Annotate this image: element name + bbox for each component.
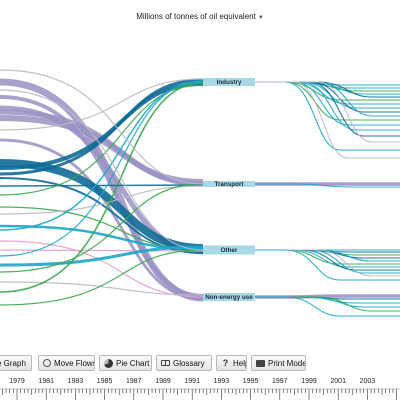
unit-selector[interactable]: Millions of tonnes of oil equivalent ▼ (0, 12, 400, 21)
timeline[interactable]: 1979 1981 1983 1985 1987 1989 1991 1993 1995 1997… (0, 377, 400, 400)
pie-chart-button[interactable]: Pie Chart (99, 355, 152, 371)
sector-node-bar[interactable] (203, 245, 255, 255)
timeline-year-label[interactable]: 1997 (272, 378, 288, 385)
flow-link[interactable] (255, 183, 400, 188)
sector-label: Transport (214, 181, 244, 188)
sector-nodes: Industry Transport Other Non-energy use (203, 78, 255, 301)
timeline-year-label[interactable]: 1989 (155, 378, 171, 385)
button-label: Move Flows (54, 358, 95, 368)
help-icon: ? (222, 357, 229, 368)
flow-link[interactable] (0, 177, 204, 254)
book-icon (161, 360, 170, 366)
timeline-year-label[interactable]: 1985 (96, 378, 113, 385)
destination-flows (255, 81, 400, 317)
sector-node-transport[interactable]: Transport (203, 181, 255, 188)
timeline-year-label[interactable]: 1987 (126, 378, 142, 385)
help-button[interactable]: ? Help (216, 355, 247, 371)
pie-chart-icon (104, 358, 113, 368)
button-label: e Graph (0, 358, 26, 368)
flow-link[interactable] (0, 82, 204, 293)
flow-link[interactable] (255, 296, 400, 312)
dropdown-caret-icon: ▼ (257, 15, 264, 21)
button-label: Print Mode (268, 358, 306, 368)
sector-label: Non-energy use (205, 294, 253, 301)
flow-link[interactable] (0, 185, 204, 215)
flow-link[interactable] (0, 95, 204, 298)
button-label: Help (233, 358, 246, 368)
circle-icon (43, 359, 51, 367)
button-label: Glossary (173, 358, 205, 368)
flow-link[interactable] (0, 245, 204, 267)
e-graph-button[interactable]: e Graph (0, 355, 32, 371)
button-label: Pie Chart (116, 358, 150, 368)
flow-link[interactable] (0, 84, 204, 196)
flow-link[interactable] (0, 249, 204, 306)
timeline-year-label[interactable]: 1983 (67, 378, 84, 385)
sankey-diagram: Industry Transport Other Non-energy use (0, 69, 400, 317)
flow-link[interactable] (255, 81, 400, 131)
glossary-button[interactable]: Glossary (156, 355, 212, 371)
timeline-year-label[interactable]: 2001 (330, 378, 346, 385)
flow-link[interactable] (255, 81, 400, 143)
flow-link[interactable] (0, 138, 204, 301)
flow-link[interactable] (0, 249, 204, 252)
timeline-year-label[interactable]: 1979 (9, 378, 25, 385)
sector-label: Other (221, 247, 238, 254)
flow-link[interactable] (255, 249, 400, 277)
toolbar: e Graph Move Flows Pie Chart Glossary? Help P… (0, 355, 400, 373)
timeline-year-label[interactable]: 1981 (38, 378, 54, 385)
timeline-year-label[interactable]: 1993 (213, 378, 230, 385)
timeline-year-label[interactable]: 1991 (184, 378, 200, 385)
move-flows-button[interactable]: Move Flows (38, 355, 95, 371)
sector-node-other[interactable]: Other (203, 245, 255, 255)
timeline-year-label[interactable]: 1995 (242, 378, 259, 385)
source-flows (0, 69, 204, 306)
printer-icon (256, 359, 265, 367)
sector-node-non-energy-use[interactable]: Non-energy use (203, 293, 255, 301)
flow-link[interactable] (0, 69, 204, 185)
flow-link[interactable] (255, 81, 400, 159)
unit-label: Millions of tonnes of oil equivalent (136, 12, 256, 21)
flow-link[interactable] (255, 296, 400, 317)
print-mode-button[interactable]: Print Mode (251, 355, 306, 371)
flow-link[interactable] (0, 89, 204, 251)
timeline-year-label[interactable]: 1999 (301, 378, 317, 385)
sector-node-industry[interactable]: Industry (203, 78, 255, 86)
flow-link[interactable] (0, 78, 204, 131)
flow-link[interactable] (255, 249, 400, 281)
sector-node-bar[interactable] (203, 293, 255, 301)
sector-label: Industry (217, 79, 242, 86)
sector-node-bar[interactable] (203, 181, 255, 187)
timeline-year-label[interactable]: 2003 (359, 378, 376, 385)
flow-link[interactable] (0, 183, 204, 273)
timeline-ruler[interactable] (0, 377, 400, 400)
flow-link[interactable] (255, 81, 400, 151)
flow-link[interactable] (0, 80, 204, 257)
flow-link[interactable] (255, 81, 400, 137)
sector-node-bar[interactable] (203, 78, 255, 86)
flow-link[interactable] (0, 184, 204, 187)
flow-link[interactable] (0, 159, 204, 252)
